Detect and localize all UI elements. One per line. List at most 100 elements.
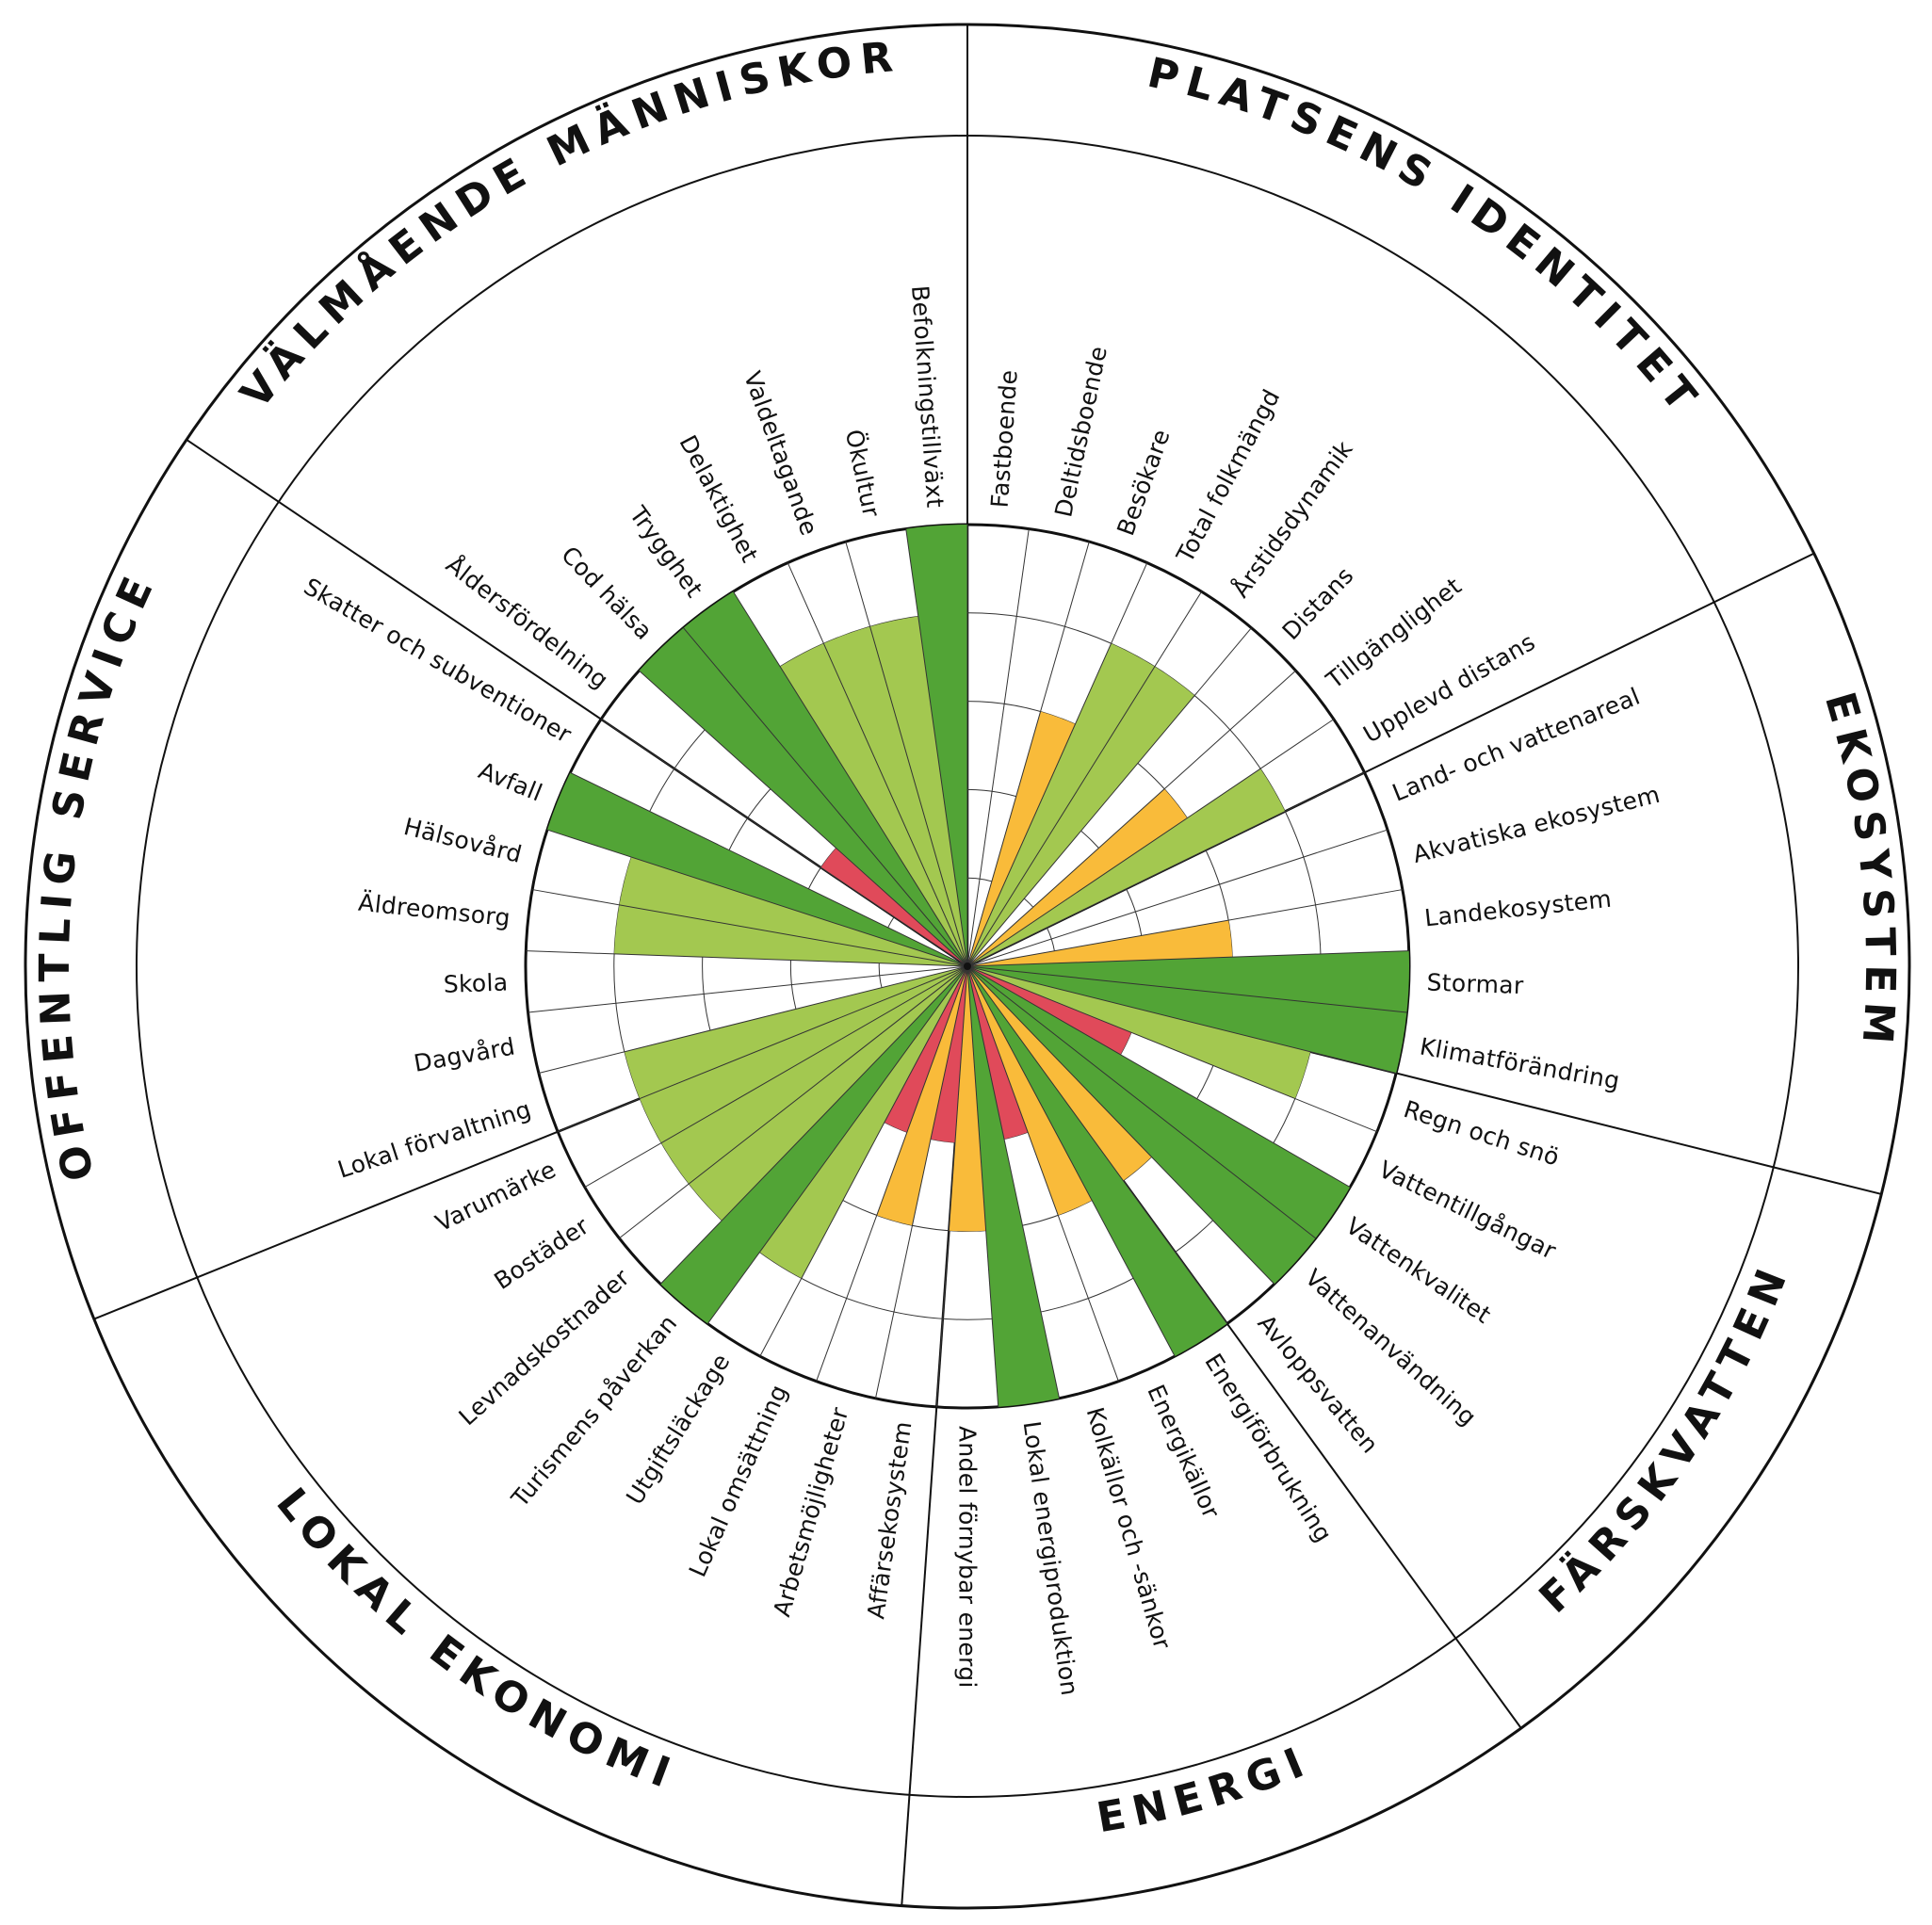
bar-stormar [967, 950, 1409, 1013]
spoke [966, 965, 1176, 1357]
spoke [966, 965, 1351, 1188]
bar-energiförbrukning [967, 966, 1227, 1357]
sector-title-text: VÄLMÅENDE MÄNNISKOR [232, 32, 895, 417]
bar-levnadskostnader [689, 966, 967, 1221]
bar-klimatförändring [967, 966, 1407, 1074]
bar-hälsovård [619, 857, 967, 966]
bar-besökare [967, 711, 1076, 966]
category-label: Kolkällor och -sänkor [1081, 1404, 1177, 1653]
bar-andel-förnybar-energi [949, 966, 986, 1232]
bars [546, 525, 1409, 1407]
spoke [875, 965, 968, 1399]
sector-title-text: PLATSENS IDENTITET [1144, 49, 1702, 427]
bar-lokal-förvaltning [624, 966, 967, 1099]
bar-avfall [546, 772, 967, 966]
bar-arbetsmöjligheter [876, 966, 967, 1226]
spoke [935, 965, 968, 1407]
bar-avloppsvatten [967, 966, 1152, 1181]
spoke [557, 965, 968, 1133]
spoke [759, 965, 968, 1357]
bar-årstidsdynamik [967, 666, 1195, 966]
spoke [966, 965, 1316, 1239]
bar-åldersfördelning [820, 848, 967, 966]
sector-title: FÄRSKVATTEN [1531, 1255, 1800, 1623]
category-label: Andel förnybar energi [954, 1426, 982, 1689]
category-label: Akvatiska ekosystem [1410, 781, 1663, 868]
spoke [845, 542, 968, 967]
category-label: Ökultur [840, 428, 885, 521]
spoke [966, 965, 1407, 1013]
spoke [966, 950, 1409, 967]
bar-utgiftsläckage [759, 966, 967, 1279]
bar-bostäder [661, 966, 967, 1184]
category-label: Distans [1277, 561, 1359, 645]
spoke [966, 965, 1060, 1399]
category-label: Hälsovård [401, 813, 525, 868]
spoke [966, 965, 1228, 1324]
category-label: Varumärke [431, 1156, 560, 1238]
spoke [966, 771, 1365, 967]
spoke [816, 965, 968, 1382]
spoke [966, 965, 1378, 1133]
spoke [966, 591, 1202, 967]
spoke [966, 670, 1296, 967]
category-label: Lokal förvaltning [334, 1095, 534, 1184]
spoke [966, 965, 1119, 1382]
category-label: Deltidsboende [1049, 344, 1112, 520]
spoke [905, 528, 968, 967]
category-label: Äldreomsorg [357, 889, 511, 932]
bar-ökultur [869, 616, 967, 966]
spoke [659, 965, 968, 1285]
category-label: Landekosystem [1423, 885, 1613, 932]
category-label: Besökare [1112, 426, 1176, 540]
sector-divider [1395, 1072, 1882, 1195]
spokes [526, 525, 1409, 1407]
bar-kolkällor-och-sänkor [967, 966, 1029, 1140]
spoke [966, 627, 1252, 967]
spoke [966, 542, 1090, 967]
bar-vattentillgångar [967, 966, 1131, 1055]
category-label: Arbetsmöjligheter [768, 1404, 853, 1620]
spoke [787, 562, 968, 967]
bar-vattenkvalitet [967, 966, 1351, 1238]
category-label: Regn och snö [1401, 1095, 1563, 1172]
spoke [526, 950, 968, 967]
category-label: Bostäder [489, 1212, 594, 1295]
sector-title-text: EKOSYSTEM [1815, 687, 1895, 1053]
spoke [619, 965, 968, 1239]
bar-turismens-påverkan [660, 966, 967, 1324]
bar-delaktighet [780, 643, 967, 966]
spoke [546, 829, 968, 967]
category-label: Avfall [475, 756, 546, 806]
spoke [683, 627, 968, 967]
spoke [966, 528, 1030, 967]
spoke [966, 829, 1388, 967]
sector-divider [901, 1406, 938, 1906]
category-label: Trygghet [624, 500, 708, 602]
category-label: Cod hälsa [556, 541, 658, 645]
sector-divider [1364, 552, 1815, 774]
category-label: Skatter och subventioner [300, 573, 576, 749]
spoke [966, 965, 999, 1407]
sector-divider [186, 438, 602, 720]
category-label: Affärsekosystem [862, 1419, 917, 1621]
spoke [966, 889, 1403, 967]
sector-title: PLATSENS IDENTITET [1144, 49, 1711, 427]
sector-title: LOKAL EKONOMI [267, 1480, 684, 1801]
category-label: Valdeltagande [739, 368, 823, 540]
spoke [538, 965, 968, 1074]
bar-upplevd-distans [967, 768, 1286, 966]
bar-valdeltagande [823, 626, 967, 966]
bar-lokal-omsättning [884, 966, 967, 1133]
category-label: Lokal energiproduktion [1018, 1419, 1084, 1697]
spoke [584, 965, 968, 1188]
spoke [639, 670, 968, 967]
spoke [570, 771, 968, 967]
sector-title: ENERGI [1094, 1736, 1319, 1842]
spoke [966, 562, 1148, 967]
bar-varumärke [640, 966, 967, 1143]
bar-tillgänglighet [967, 788, 1188, 966]
spoke [966, 719, 1335, 967]
bar-total-folkmängd [967, 643, 1155, 966]
